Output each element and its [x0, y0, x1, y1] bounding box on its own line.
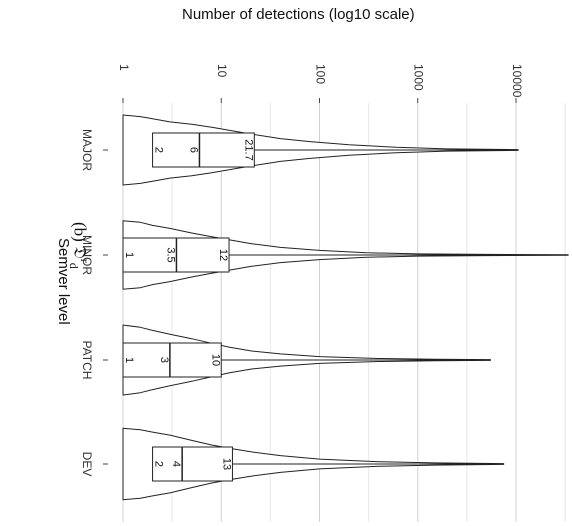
x-tick-label: 10 — [215, 64, 229, 78]
q1-label: 2 — [153, 461, 165, 467]
median-label: 4 — [170, 461, 182, 467]
box-iqr — [152, 446, 233, 482]
q1-label: 2 — [153, 147, 165, 153]
q1-label: 1 — [123, 357, 135, 363]
x-tick-label: 100 — [313, 64, 327, 84]
q3-label: 12 — [217, 249, 229, 261]
median-label: 6 — [188, 147, 200, 153]
box-iqr — [152, 132, 255, 168]
q3-label: 10 — [209, 354, 221, 366]
caption-prefix: (b) — [70, 222, 90, 247]
x-tick-label: 1000 — [412, 64, 426, 91]
q3-label: 21.7 — [242, 139, 254, 160]
category-label: MAJOR — [80, 129, 94, 171]
median-label: 3 — [158, 357, 170, 363]
q1-label: 1 — [123, 252, 135, 258]
category-label: MINOR — [80, 235, 94, 275]
caption-symbol: 𝔇 — [70, 246, 90, 259]
median-label: 3.5 — [165, 247, 177, 262]
x-axis-label: Semver level — [55, 238, 72, 325]
category-label: DEV — [80, 452, 94, 477]
chart-title: Number of detections (log10 scale) — [182, 6, 415, 23]
x-tick-label: 1 — [117, 64, 131, 71]
x-tick-label: 10000 — [510, 64, 524, 98]
q3-label: 13 — [221, 458, 233, 470]
category-label: PATCH — [80, 341, 94, 380]
box-iqr — [122, 342, 222, 378]
